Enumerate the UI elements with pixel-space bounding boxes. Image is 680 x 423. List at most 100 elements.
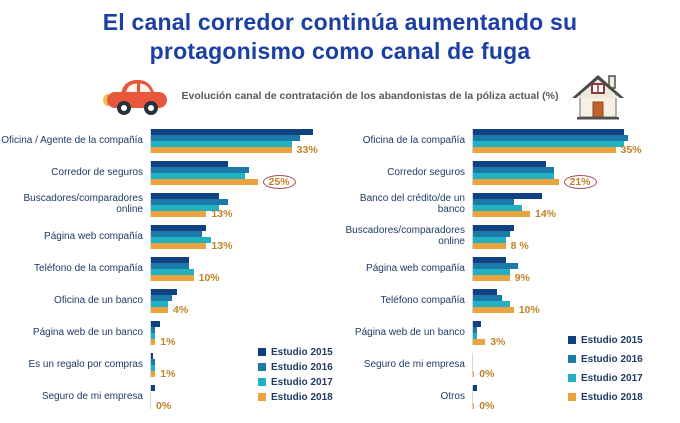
bar-group: 1% <box>150 352 330 380</box>
bar-group: 9% <box>472 256 644 283</box>
bar-estudio-2018 <box>473 178 559 185</box>
bar-line: 0% <box>473 367 644 380</box>
bar-estudio-2015 <box>473 224 514 231</box>
bar-estudio-2018 <box>473 146 616 153</box>
bar-estudio-2015 <box>151 256 190 263</box>
bar-line: 33% <box>151 145 330 155</box>
value-label: 0% <box>479 399 495 412</box>
legend-item: Estudio 2016 <box>258 362 333 373</box>
bar-estudio-2016 <box>473 166 555 173</box>
chart-row: Página web compañía 9% <box>340 253 680 285</box>
bar-line <box>151 352 330 359</box>
bar-line <box>473 332 644 339</box>
bar-line <box>151 288 330 295</box>
chart-row: Oficina de un banco 4% <box>0 285 340 317</box>
bar-estudio-2018 <box>151 370 156 377</box>
bar-estudio-2018 <box>151 146 292 153</box>
value-label: 13% <box>211 239 233 252</box>
bar-line <box>151 172 330 179</box>
bar-line <box>151 160 330 167</box>
charts-area: Oficina / Agente de la compañía 33% Corred… <box>0 125 680 415</box>
legend-marker <box>258 378 266 387</box>
category-label: Seguro de mi empresa <box>41 390 143 402</box>
bar-line <box>151 192 330 199</box>
legend-item: Estudio 2016 <box>568 354 643 365</box>
bar-estudio-2016 <box>151 134 301 141</box>
chart-row: Corredor seguros 21% <box>340 157 680 189</box>
bar-estudio-2015 <box>151 224 207 231</box>
house-icon <box>562 71 634 121</box>
page-title: El canal corredor continúa aumentando su… <box>102 9 578 65</box>
bar-estudio-2015 <box>151 320 160 327</box>
bar-estudio-2018 <box>151 306 169 313</box>
value-label: 13% <box>211 207 233 220</box>
bar-estudio-2018 <box>151 338 156 345</box>
bar-group: 10% <box>150 256 330 283</box>
bar-line <box>151 256 330 263</box>
bar-line <box>151 326 330 333</box>
bar-line <box>151 262 330 269</box>
bar-estudio-2016 <box>473 294 502 301</box>
category-label: Otros <box>440 390 465 402</box>
legend-label: Estudio 2015 <box>581 334 643 346</box>
bar-estudio-2016 <box>151 198 228 205</box>
legend-marker <box>258 393 266 402</box>
bar-line <box>151 358 330 365</box>
value-label: 4% <box>173 303 189 316</box>
bar-line: 9% <box>473 273 644 283</box>
bar-estudio-2016 <box>151 230 203 237</box>
chart-row: Otros 0% <box>340 381 680 413</box>
bar-estudio-2016 <box>473 262 518 269</box>
bar-line: 10% <box>473 305 644 315</box>
value-label: 0% <box>479 367 495 380</box>
legend-item: Estudio 2015 <box>568 335 643 346</box>
bar-line <box>473 160 644 167</box>
bar-estudio-2016 <box>151 294 173 301</box>
chart-row: Buscadores/comparadores online 8 % <box>340 221 680 253</box>
bar-estudio-2017 <box>473 300 510 307</box>
bar-line <box>151 332 330 339</box>
bar-estudio-2017 <box>473 172 555 179</box>
bar-line <box>151 294 330 301</box>
bar-line: 21% <box>473 174 644 189</box>
bar-line: 4% <box>151 303 330 316</box>
bar-line <box>473 198 644 205</box>
bar-line: 13% <box>151 207 330 220</box>
bar-estudio-2017 <box>151 364 156 371</box>
bar-estudio-2018 <box>473 210 530 217</box>
chart-row: Página web compañía 13% <box>0 221 340 253</box>
legend-label: Estudio 2018 <box>581 391 643 403</box>
bar-line <box>473 320 644 327</box>
bar-line <box>473 384 644 391</box>
category-label: Oficina de un banco <box>54 294 143 306</box>
bar-estudio-2018 <box>473 274 510 281</box>
bar-group: 3% <box>472 320 644 347</box>
bar-estudio-2015 <box>151 192 220 199</box>
bar-estudio-2016 <box>473 326 478 333</box>
bar-estudio-2018 <box>473 370 475 377</box>
bar-group: 8 % <box>472 224 644 251</box>
value-label-highlighted: 25% <box>262 174 296 189</box>
legend-item: Estudio 2018 <box>258 392 333 403</box>
bar-estudio-2018 <box>473 338 486 345</box>
bar-line: 1% <box>151 367 330 380</box>
value-label: 1% <box>160 367 176 380</box>
legend-label: Estudio 2017 <box>271 376 333 388</box>
bar-estudio-2015 <box>473 384 478 391</box>
legend-marker <box>258 363 266 372</box>
car-icon <box>96 74 178 118</box>
bar-line <box>473 204 644 211</box>
bar-estudio-2017 <box>473 332 478 339</box>
bar-line <box>473 192 644 199</box>
legend-label: Estudio 2016 <box>271 361 333 373</box>
bar-estudio-2015 <box>473 288 498 295</box>
value-label: 35% <box>620 143 642 156</box>
bar-line: 3% <box>473 337 644 347</box>
bar-line <box>151 320 330 327</box>
chart-row: Teléfono compañía 10% <box>340 285 680 317</box>
bar-line <box>473 268 644 275</box>
bar-line <box>151 134 330 141</box>
bar-group: 0% <box>150 384 330 411</box>
bar-estudio-2016 <box>473 230 510 237</box>
category-label: Corredor seguros <box>387 166 465 178</box>
